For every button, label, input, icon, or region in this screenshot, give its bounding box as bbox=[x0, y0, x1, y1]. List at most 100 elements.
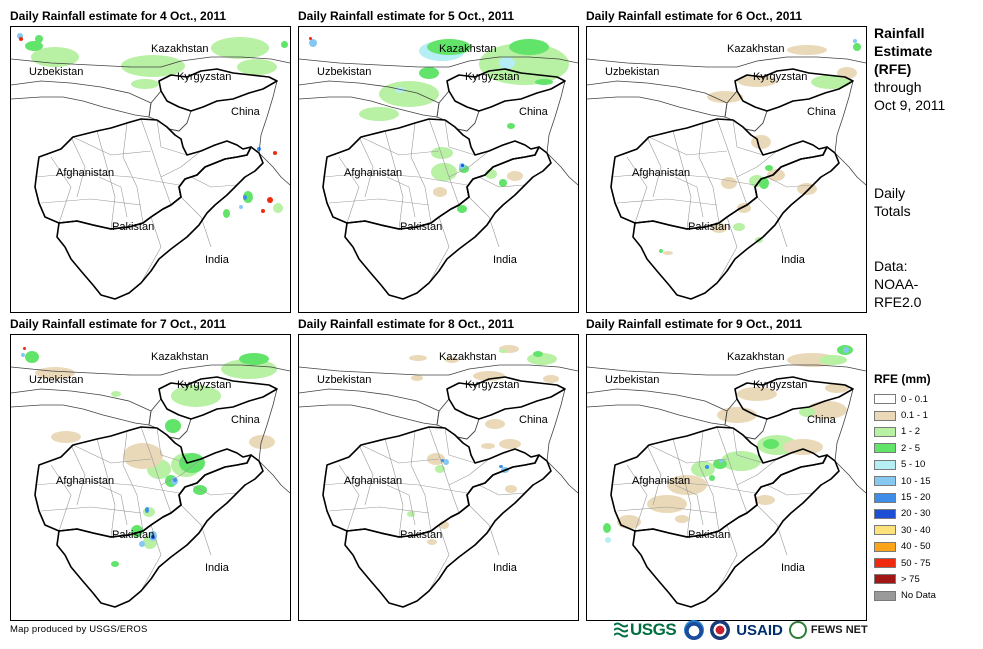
country-border bbox=[546, 152, 578, 186]
map-label-india: India bbox=[781, 562, 805, 574]
usaid-logo: USAID bbox=[736, 621, 783, 639]
country-border bbox=[834, 152, 866, 186]
country-border bbox=[587, 388, 728, 426]
rainfall-area bbox=[711, 223, 727, 233]
province-boundary bbox=[648, 136, 728, 156]
legend-label: 10 - 15 bbox=[901, 475, 931, 487]
rainfall-area bbox=[543, 375, 559, 383]
rainfall-area bbox=[139, 541, 145, 547]
rainfall-area bbox=[151, 535, 155, 539]
rainfall-area bbox=[411, 375, 423, 381]
legend-label: 15 - 20 bbox=[901, 492, 931, 504]
province-boundary bbox=[360, 136, 440, 156]
map-label-kazakhstan: Kazakhstan bbox=[151, 43, 209, 55]
country-border bbox=[436, 398, 480, 440]
panel-title: Daily Rainfall estimate for 9 Oct., 2011 bbox=[586, 317, 803, 331]
map-label-china: China bbox=[807, 106, 836, 118]
map-frame: Kazakhstan Uzbekistan Kyrgyzstan China Afgha… bbox=[586, 334, 867, 621]
panel-title: Daily Rainfall estimate for 4 Oct., 2011 bbox=[10, 9, 227, 23]
province-boundary bbox=[448, 150, 490, 178]
legend-label: 2 - 5 bbox=[901, 442, 921, 454]
rainfall-area bbox=[249, 435, 275, 449]
rainfall-area bbox=[709, 475, 715, 481]
fews-globe-icon bbox=[788, 621, 807, 639]
logo-strip: USGS USAID FEWS NET bbox=[614, 618, 868, 642]
kyrgyzstan-border bbox=[734, 68, 854, 112]
country-border bbox=[834, 388, 854, 462]
province-boundary bbox=[672, 130, 692, 230]
rainfall-area bbox=[211, 37, 269, 59]
province-boundary bbox=[40, 198, 142, 206]
rainfall-area bbox=[281, 41, 288, 48]
map-frame: Kazakhstan Uzbekistan Kyrgyzstan China Afgha… bbox=[298, 334, 579, 621]
legend-label: 0 - 0.1 bbox=[901, 393, 928, 405]
sidebar-title-line: (RFE) bbox=[874, 61, 912, 77]
province-boundary bbox=[766, 484, 814, 496]
rainfall-area bbox=[737, 75, 777, 87]
rainfall-area bbox=[691, 461, 715, 477]
legend-swatch bbox=[874, 525, 896, 536]
legend-label: 50 - 75 bbox=[901, 557, 931, 569]
rainfall-area bbox=[499, 439, 521, 449]
rainfall-map bbox=[299, 345, 578, 608]
legend-item: 40 - 50 bbox=[874, 539, 936, 555]
rainfall-area bbox=[173, 478, 177, 482]
kyrgyzstan-border bbox=[446, 68, 566, 112]
panel-title: Daily Rainfall estimate for 5 Oct., 2011 bbox=[298, 9, 515, 23]
province-boundary bbox=[428, 524, 450, 592]
province-boundary bbox=[428, 426, 460, 514]
map-label-afghanistan: Afghanistan bbox=[632, 475, 691, 487]
fews-net-logo: FEWS NET bbox=[810, 624, 868, 636]
legend-swatch bbox=[874, 476, 896, 487]
rainfall-area bbox=[807, 401, 847, 419]
map-label-pakistan: Pakistan bbox=[400, 221, 443, 233]
sidebar-title-line: Estimate bbox=[874, 43, 933, 59]
rainfall-area bbox=[143, 507, 155, 517]
map-label-afghanistan: Afghanistan bbox=[56, 475, 115, 487]
pakistan-border bbox=[344, 146, 552, 300]
map-label-india: India bbox=[493, 254, 517, 266]
province-boundary bbox=[674, 176, 704, 218]
rainfall-area bbox=[721, 451, 761, 471]
rainfall-area bbox=[663, 251, 673, 255]
rainfall-area bbox=[23, 347, 26, 350]
province-boundary bbox=[756, 504, 788, 556]
province-boundary bbox=[160, 458, 202, 486]
province-boundary bbox=[50, 464, 72, 532]
kyrgyzstan-border bbox=[446, 376, 566, 420]
province-boundary bbox=[140, 524, 162, 592]
legend-item: 5 - 10 bbox=[874, 457, 936, 473]
map-label-afghanistan: Afghanistan bbox=[344, 167, 403, 179]
province-boundary bbox=[156, 427, 188, 464]
map-label-uzbekistan: Uzbekistan bbox=[317, 374, 372, 386]
province-boundary bbox=[646, 136, 662, 198]
province-boundary bbox=[386, 176, 416, 218]
rainfall-area bbox=[25, 41, 43, 51]
map-label-uzbekistan: Uzbekistan bbox=[29, 66, 84, 78]
kyrgyzstan-border bbox=[158, 68, 278, 112]
rainfall-area bbox=[721, 177, 737, 189]
rainfall-area bbox=[379, 81, 439, 107]
sidebar-totals-line: Totals bbox=[874, 203, 911, 219]
map-label-kyrgyzstan: Kyrgyzstan bbox=[465, 71, 520, 83]
country-border bbox=[258, 152, 290, 186]
rainfall-area bbox=[267, 197, 273, 203]
rainfall-area bbox=[617, 515, 641, 529]
rainfall-area bbox=[713, 459, 727, 469]
rainfall-area bbox=[131, 79, 159, 89]
rainfall-area bbox=[257, 147, 261, 151]
rainfall-area bbox=[759, 177, 769, 189]
rainfall-area bbox=[179, 453, 205, 473]
rainfall-area bbox=[431, 163, 457, 181]
legend-swatch bbox=[874, 443, 896, 454]
rainfall-area bbox=[755, 495, 775, 505]
map-label-uzbekistan: Uzbekistan bbox=[605, 374, 660, 386]
rainfall-area bbox=[223, 209, 230, 218]
rainfall-area bbox=[505, 485, 517, 493]
rainfall-area bbox=[431, 147, 453, 159]
country-border bbox=[546, 388, 566, 462]
country-border bbox=[148, 90, 192, 132]
province-boundary bbox=[478, 484, 526, 496]
country-border bbox=[587, 80, 728, 118]
rainfall-area bbox=[533, 351, 543, 357]
